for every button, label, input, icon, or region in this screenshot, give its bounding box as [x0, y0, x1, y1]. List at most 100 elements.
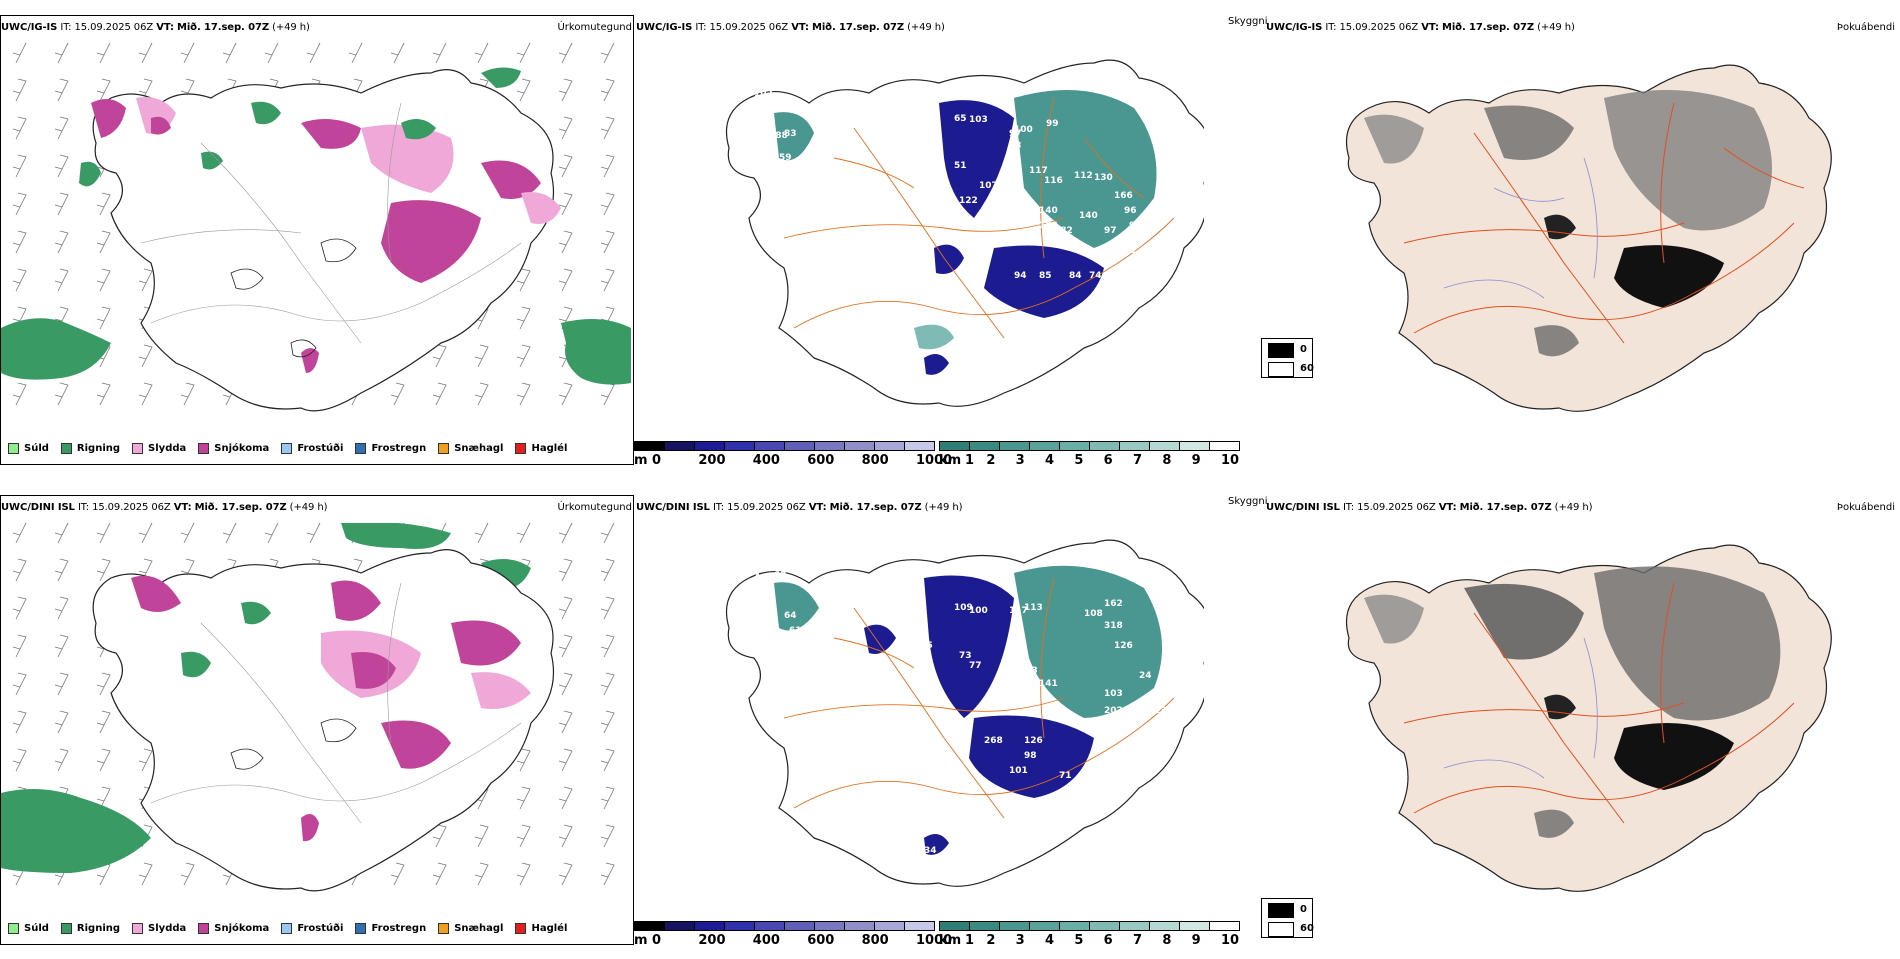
- cloud-base-label: 98: [1024, 751, 1037, 761]
- cloud-base-label: 141: [1039, 679, 1058, 689]
- vt-value: Mið. 17.sep. 07Z: [829, 502, 922, 513]
- colorbar-swatch: [969, 921, 1000, 931]
- wind-barb: [558, 192, 573, 216]
- wind-barb: [180, 43, 195, 64]
- colorbar-swatch: [784, 441, 815, 451]
- fog-map: [1345, 544, 1832, 892]
- legend-swatch: [60, 923, 72, 934]
- vt-value: Mið. 17.sep. 07Z: [1459, 502, 1552, 513]
- wind-barb: [516, 306, 531, 330]
- colorbar-swatch: [874, 921, 905, 931]
- colorbar-swatch: [754, 921, 785, 931]
- vt-label: VT:: [791, 22, 809, 33]
- legend-item: Frostregn: [355, 443, 426, 454]
- legend-swatch: [515, 443, 527, 454]
- legend-label: Súld: [24, 443, 49, 454]
- colorbar-swatch: [874, 441, 905, 451]
- wind-barb: [516, 786, 531, 810]
- colorbar-swatch: [904, 441, 935, 451]
- model-name: UWC/IG-IS: [636, 22, 693, 33]
- colorbar-tick: 2: [986, 453, 996, 468]
- wind-barb: [96, 192, 111, 216]
- colorbar-swatch: [1089, 441, 1120, 451]
- vt-value: Mið. 17.sep. 07Z: [194, 502, 287, 513]
- wind-barb: [180, 862, 195, 886]
- cloud-title: Skyggni: [1228, 496, 1268, 507]
- cloud-base-label: 71: [1059, 771, 1072, 781]
- fog-title: Þokuábendi: [1836, 502, 1895, 513]
- wind-barb: [96, 672, 111, 696]
- cloud-base-label: 94: [1014, 271, 1027, 281]
- wind-barb: [222, 523, 237, 544]
- wind-barb: [96, 268, 111, 292]
- wind-barb: [474, 382, 489, 406]
- cloud-base-label: 112: [1074, 171, 1093, 181]
- legend-label: Snjókoma: [214, 923, 270, 934]
- wind-barb: [558, 748, 573, 772]
- colorbar-swatch: [784, 921, 815, 931]
- colorbar-swatch: [1149, 921, 1180, 931]
- colorbar-swatch: [1209, 441, 1240, 451]
- cloud-base-label: 83: [1009, 141, 1022, 151]
- cloud-base-label: 84: [1069, 271, 1082, 281]
- wind-barb: [138, 523, 153, 544]
- wind-barb: [12, 523, 27, 544]
- wind-barb: [516, 78, 531, 102]
- legend-item: Súld: [8, 443, 49, 454]
- wind-barb: [600, 78, 615, 102]
- colorbar-tick: 10: [1221, 933, 1240, 948]
- precip-title: Úrkomutegund: [557, 502, 632, 513]
- colorbar-swatch: [844, 921, 875, 931]
- legend-swatch: [60, 443, 72, 454]
- lead-time: (+49 h): [907, 22, 945, 33]
- cloud-base-label: 140: [1079, 211, 1098, 221]
- cloud-base-label: 71: [1114, 761, 1127, 771]
- legend-label: Slydda: [148, 923, 187, 934]
- wind-barb: [12, 268, 27, 292]
- lead-time: (+49 h): [1554, 502, 1593, 513]
- cloud-header-top: UWC/IG-IS IT: 15.09.2025 06Z VT: Mið. 17…: [636, 22, 945, 33]
- wind-barb: [600, 523, 615, 544]
- cloud-base-label: 24: [1139, 671, 1152, 681]
- wind-barb: [516, 43, 531, 64]
- colorbar-unit: km: [939, 453, 962, 468]
- wind-barb: [474, 523, 489, 544]
- cloud-base-label: 99: [1129, 221, 1142, 231]
- fog-header-bottom: UWC/DINI ISL IT: 15.09.2025 06Z VT: Mið.…: [1266, 502, 1593, 513]
- legend-item: Snæhagl: [438, 923, 503, 934]
- legend-swatch: [355, 443, 367, 454]
- cloud-header-bottom: UWC/DINI ISL IT: 15.09.2025 06Z VT: Mið.…: [636, 502, 963, 513]
- colorbar-swatch: [999, 441, 1030, 451]
- cloud-base-label: 140: [1039, 206, 1058, 216]
- colorbar-swatch: [1149, 441, 1180, 451]
- cloud-base-label: 78: [964, 256, 977, 266]
- colorbar-tick: 3: [1015, 453, 1025, 468]
- colorbar-swatch: [724, 441, 755, 451]
- vt-label: VT:: [173, 502, 192, 513]
- wind-barb: [516, 862, 531, 886]
- cloud-base-label: 126: [1024, 736, 1043, 746]
- wind-barb: [138, 78, 153, 102]
- colorbar-tick: 1: [965, 453, 975, 468]
- model-name: UWC/DINI ISL: [636, 502, 710, 513]
- wind-barb: [138, 344, 153, 368]
- cloud-base-label: 109: [954, 603, 973, 613]
- wind-barb: [180, 382, 195, 406]
- cloud-base-label: 59: [779, 153, 792, 163]
- cloud-base-label: 59: [964, 381, 977, 391]
- cloud-base-label: 125: [914, 641, 933, 651]
- wind-barb: [600, 116, 615, 140]
- wind-barb: [600, 558, 615, 582]
- legend-label: Frostregn: [371, 923, 427, 934]
- wind-barb: [96, 748, 111, 772]
- legend-label: Súld: [24, 923, 49, 934]
- colorbar-tick: 6: [1103, 933, 1113, 948]
- wind-barb: [12, 230, 27, 254]
- wind-barb: [138, 558, 153, 582]
- cloud-base-label: 34: [924, 846, 937, 856]
- wind-barb: [390, 382, 405, 406]
- it-label: IT:: [77, 502, 89, 513]
- wind-barb: [138, 268, 153, 292]
- legend-swatch: [8, 443, 19, 454]
